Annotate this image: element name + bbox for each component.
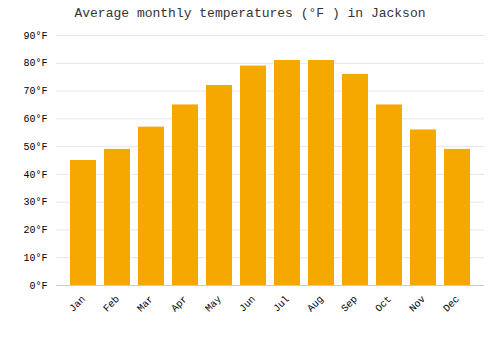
svg-text:Jun: Jun — [237, 294, 258, 315]
svg-text:90°F: 90°F — [23, 31, 47, 42]
svg-text:60°F: 60°F — [23, 114, 47, 125]
svg-text:0°F: 0°F — [29, 281, 47, 292]
svg-text:May: May — [203, 294, 224, 315]
svg-text:70°F: 70°F — [23, 86, 47, 97]
svg-text:10°F: 10°F — [23, 253, 47, 264]
svg-text:Apr: Apr — [169, 294, 190, 315]
svg-text:80°F: 80°F — [23, 58, 47, 69]
svg-text:Dec: Dec — [441, 294, 462, 315]
svg-text:Aug: Aug — [305, 294, 326, 315]
svg-text:Jan: Jan — [67, 294, 88, 315]
svg-text:50°F: 50°F — [23, 142, 47, 153]
svg-text:30°F: 30°F — [23, 197, 47, 208]
svg-text:20°F: 20°F — [23, 225, 47, 236]
svg-text:Feb: Feb — [101, 294, 122, 315]
svg-text:40°F: 40°F — [23, 170, 47, 181]
svg-text:Nov: Nov — [407, 294, 428, 315]
svg-text:Mar: Mar — [135, 294, 156, 315]
html-text:Average monthly temperatures (: Average monthly temperatures (°F ) in Ja… — [74, 6, 426, 21]
svg-text:Oct: Oct — [373, 294, 394, 315]
svg-text:Sep: Sep — [339, 294, 360, 315]
svg-text:Jul: Jul — [271, 294, 292, 315]
